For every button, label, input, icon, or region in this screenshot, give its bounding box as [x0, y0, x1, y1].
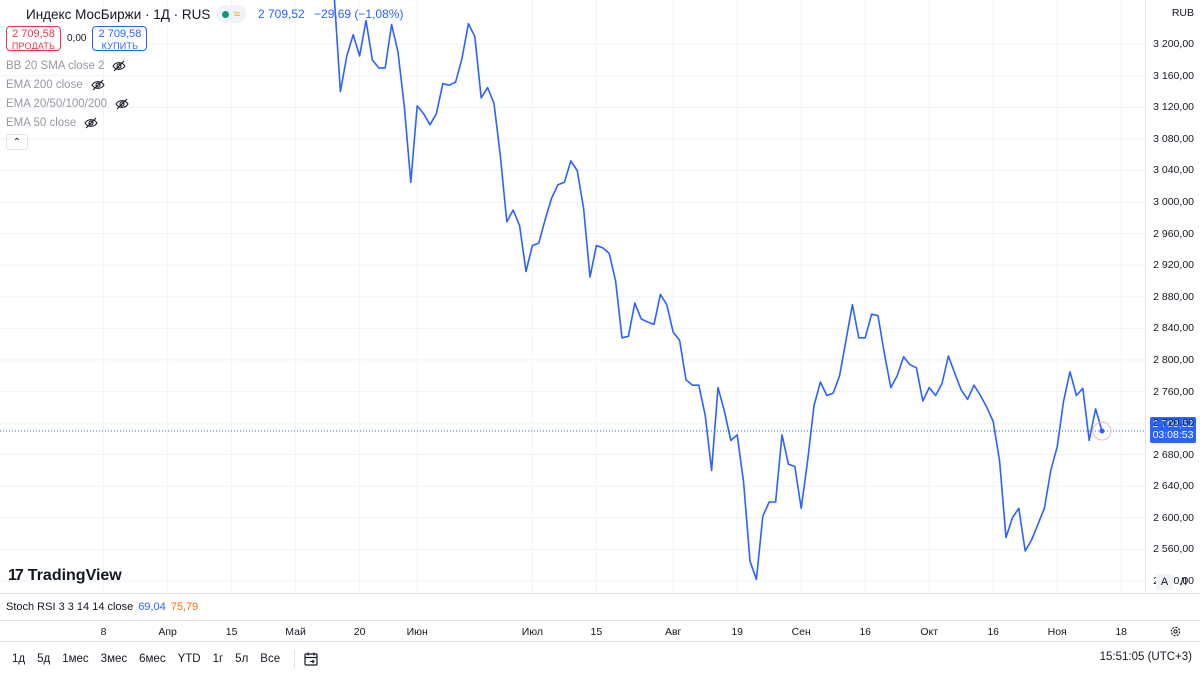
price-tick-label: 3 080,00 — [1153, 132, 1194, 145]
chart-grid — [0, 0, 1145, 592]
range-button-5y[interactable]: 5л — [235, 652, 249, 665]
trade-panel: 2 709,58 ПРОДАТЬ 0,00 2 709,58 КУПИТЬ — [6, 26, 148, 51]
range-button-3m[interactable]: 3мес — [100, 652, 128, 665]
price-tick-label: 2 720,00 — [1153, 417, 1194, 430]
time-tick-label: Апр — [158, 626, 177, 638]
range-button-1m[interactable]: 1мес — [62, 652, 89, 665]
time-tick-label: Июл — [521, 626, 544, 638]
eye-hidden-icon[interactable] — [112, 59, 127, 73]
time-tick-label: 16 — [859, 626, 872, 638]
price-tick-label: 2 560,00 — [1153, 543, 1194, 556]
price-line — [333, 0, 1103, 581]
price-tick-label: 2 920,00 — [1153, 259, 1194, 272]
log-scale-button[interactable]: Л — [1179, 576, 1188, 588]
price-tick-label: 2 880,00 — [1153, 290, 1194, 303]
range-toolbar: 1д 5д 1мес 3мес 6мес YTD 1г 5л Все 15:51… — [0, 642, 1200, 675]
clock-timezone[interactable]: 15:51:05 (UTC+3) — [1099, 651, 1192, 663]
eye-hidden-icon[interactable] — [84, 116, 98, 130]
range-button-1y[interactable]: 1г — [212, 652, 224, 665]
time-tick-label: 19 — [731, 626, 744, 638]
time-tick-label: Май — [285, 626, 306, 638]
price-tick-label: 2 800,00 — [1153, 353, 1194, 366]
tradingview-logo[interactable]: 17 TradingView — [8, 567, 122, 585]
time-tick-label: 20 — [353, 626, 366, 638]
time-tick-label: Ноя — [1047, 626, 1067, 638]
price-axis[interactable]: RUB 2 709,52 03:08:53 3 200,00 3 160,00 3 … — [1145, 0, 1200, 592]
time-tick-label: Окт — [920, 626, 939, 638]
range-button-6m[interactable]: 6мес — [139, 652, 166, 665]
range-button-all[interactable]: Все — [260, 652, 281, 665]
header-change: −29,69 (−1,08%) — [314, 7, 404, 21]
time-tick-label: Авг — [664, 626, 682, 638]
indicator-legend: BB 20 SMA close 2 EMA 200 close EMA 20/5… — [6, 56, 129, 150]
current-price-value: 2 709,52 — [1152, 417, 1194, 430]
price-tick-label: 3 200,00 — [1153, 38, 1194, 51]
indicator-label: EMA 200 close — [6, 78, 83, 91]
approx-icon: ≈ — [233, 7, 240, 21]
current-price-label: 2 709,52 03:08:53 — [1150, 416, 1196, 443]
toolbar-divider — [294, 649, 296, 668]
stoch-rsi-pane[interactable]: Stoch RSI 3 3 14 14 close 69,04 75,79 — [0, 593, 1200, 620]
market-open-dot-icon — [222, 10, 230, 18]
sell-price: 2 709,58 — [12, 28, 55, 40]
header-last-price: 2 709,52 — [257, 7, 305, 21]
buy-label: КУПИТЬ — [101, 41, 139, 51]
price-tick-label: 3 000,00 — [1153, 196, 1194, 209]
range-button-1d[interactable]: 1д — [12, 652, 26, 665]
symbol-header: Индекс МосБиржи · 1Д · RUS ≈ 2 709,52 −2… — [6, 5, 403, 23]
price-tick-label: 2 640,00 — [1153, 480, 1194, 493]
indicator-label: EMA 20/50/100/200 — [6, 97, 108, 110]
price-tick-label: 3 040,00 — [1153, 164, 1194, 177]
symbol-title[interactable]: Индекс МосБиржи · 1Д · RUS — [26, 6, 211, 22]
stoch-rsi-label: Stoch RSI 3 3 14 14 close — [6, 601, 134, 613]
time-tick-label: 16 — [987, 626, 1000, 638]
eye-hidden-icon[interactable] — [91, 78, 105, 92]
time-tick-label: Июн — [406, 626, 428, 638]
time-tick-label: Сен — [791, 626, 811, 638]
price-tick-label: 3 160,00 — [1153, 69, 1194, 82]
time-axis[interactable]: 8 Апр 15 Май 20 Июн Июл 15 Авг 19 Сен 16 Окт 16 Ноя 18 — [0, 620, 1200, 642]
time-tick-label: 15 — [225, 626, 238, 638]
russia-flag-icon — [6, 7, 20, 21]
price-tick-label: 2 600,00 — [1153, 511, 1194, 524]
last-price-marker-ring — [1092, 421, 1112, 441]
stoch-rsi-d-value: 75,79 — [170, 601, 199, 613]
indicator-label: BB 20 SMA close 2 — [6, 59, 105, 72]
stoch-rsi-k-value: 69,04 — [138, 601, 166, 613]
indicator-item[interactable]: EMA 50 close — [6, 113, 129, 132]
range-button-5d[interactable]: 5д — [37, 652, 51, 665]
chevron-up-icon: ⌃ — [12, 136, 22, 148]
price-tick-label: 2 960,00 — [1153, 227, 1194, 240]
range-button-ytd[interactable]: YTD — [177, 652, 201, 665]
time-tick-label: 15 — [590, 626, 603, 638]
header-price: 2 709,52 −29,69 (−1,08%) — [258, 7, 403, 21]
collapse-legend-button[interactable]: ⌃ — [6, 134, 28, 150]
time-tick-label: 18 — [1115, 626, 1128, 638]
countdown-timer: 03:08:53 — [1152, 428, 1194, 441]
gear-icon[interactable] — [1169, 625, 1182, 638]
auto-scale-button[interactable]: A — [1156, 574, 1173, 590]
indicator-label: EMA 50 close — [6, 116, 77, 129]
last-price-marker — [1099, 428, 1105, 434]
indicator-item[interactable]: EMA 200 close — [6, 75, 129, 94]
sell-label: ПРОДАТЬ — [11, 41, 56, 51]
spread-value: 0,00 — [67, 33, 87, 44]
indicator-item[interactable]: BB 20 SMA close 2 — [6, 56, 129, 75]
eye-hidden-icon[interactable] — [115, 97, 129, 111]
price-tick-label: 2 840,00 — [1153, 322, 1194, 335]
sell-button[interactable]: 2 709,58 ПРОДАТЬ — [6, 26, 61, 51]
logo-text: TradingView — [27, 567, 122, 584]
calendar-goto-date-icon[interactable] — [303, 651, 319, 667]
price-chart[interactable] — [0, 0, 1145, 592]
time-tick-label: 8 — [100, 626, 107, 638]
buy-button[interactable]: 2 709,58 КУПИТЬ — [92, 26, 148, 51]
tradingview-mark-icon: 17 — [8, 567, 24, 584]
currency-label[interactable]: RUB — [1171, 7, 1194, 19]
buy-price: 2 709,58 — [98, 28, 142, 40]
market-status-badge[interactable]: ≈ — [216, 5, 246, 23]
price-tick-label: 3 120,00 — [1153, 101, 1194, 114]
indicator-item[interactable]: EMA 20/50/100/200 — [6, 94, 129, 113]
price-tick-label: 2 680,00 — [1153, 448, 1194, 461]
price-tick-label: 2 760,00 — [1153, 385, 1194, 398]
